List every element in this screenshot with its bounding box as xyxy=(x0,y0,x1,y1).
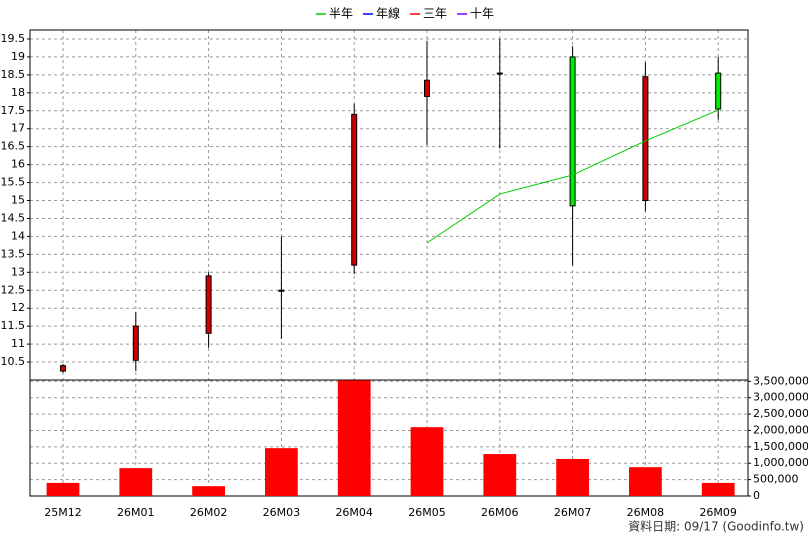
x-tick-label: 26M01 xyxy=(117,506,155,519)
x-tick-label: 26M04 xyxy=(335,506,373,519)
y-tick-label: 13.5 xyxy=(1,247,26,260)
y2-tick-label: 1,500,000 xyxy=(753,440,808,453)
candle-body xyxy=(715,72,722,110)
y2-tick-label: 3,000,000 xyxy=(753,391,808,404)
y2-tick-label: 2,000,000 xyxy=(753,423,808,436)
y-tick-label: 15 xyxy=(11,194,25,207)
x-tick-label: 25M12 xyxy=(44,506,82,519)
y2-tick-label: 1,000,000 xyxy=(753,456,808,469)
y-tick-label: 11 xyxy=(11,337,25,350)
volume-bar xyxy=(46,482,80,496)
plot-frame xyxy=(29,29,749,497)
ma-line xyxy=(426,109,719,244)
y-tick-label: 11.5 xyxy=(1,319,26,332)
legend-label: 年線 xyxy=(376,6,400,21)
candle-body xyxy=(205,275,212,334)
candle-body xyxy=(569,56,576,207)
x-tick-label: 26M06 xyxy=(481,506,519,519)
volume-bar xyxy=(192,486,225,496)
y-tick-label: 16.5 xyxy=(1,140,26,153)
y-tick-label: 10.5 xyxy=(1,355,26,368)
volume-bar xyxy=(483,454,517,496)
y-tick-label: 17 xyxy=(11,122,25,135)
y-tick-label: 18 xyxy=(11,86,25,99)
x-tick-label: 26M08 xyxy=(627,506,665,519)
x-tick-label: 26M02 xyxy=(190,506,228,519)
legend-label: 三年 xyxy=(423,7,447,21)
y-tick-label: 12.5 xyxy=(1,283,26,296)
candle-body xyxy=(278,289,285,292)
y-tick-label: 15.5 xyxy=(1,176,26,189)
y2-tick-label: 500,000 xyxy=(753,473,799,486)
candle-body xyxy=(132,325,139,361)
volume-bar xyxy=(556,458,589,496)
x-tick-label: 26M07 xyxy=(554,506,592,519)
y-tick-label: 17.5 xyxy=(1,104,26,117)
y-tick-label: 18.5 xyxy=(1,68,26,81)
y-tick-label: 14 xyxy=(11,229,25,242)
y2-tick-label: 2,500,000 xyxy=(753,407,808,420)
candle-body xyxy=(642,76,649,202)
volume-bar xyxy=(119,468,153,496)
x-tick-label: 26M05 xyxy=(408,506,446,519)
volume-bar xyxy=(265,448,298,496)
volume-bar xyxy=(337,380,371,496)
volume-bar xyxy=(410,427,444,496)
y-tick-label: 12 xyxy=(11,301,25,314)
y-tick-label: 16 xyxy=(11,158,25,171)
volume-bar xyxy=(701,482,735,496)
y-tick-label: 19.5 xyxy=(1,32,26,45)
x-tick-label: 26M03 xyxy=(263,506,301,519)
candle-body xyxy=(424,79,430,97)
y-tick-label: 19 xyxy=(11,50,25,63)
volume-bar xyxy=(629,467,662,496)
y-tick-label: 14.5 xyxy=(1,211,26,224)
candle-body xyxy=(60,365,66,372)
candle-body xyxy=(351,113,358,266)
y-tick-label: 13 xyxy=(11,265,25,278)
y2-tick-label: 0 xyxy=(753,489,760,502)
candle-body xyxy=(496,72,503,75)
legend-label: 半年 xyxy=(329,7,353,21)
x-tick-label: 26M09 xyxy=(699,506,737,519)
y2-tick-label: 3,500,000 xyxy=(753,374,808,387)
legend-label: 十年 xyxy=(470,7,494,21)
footer: 資料日期: 09/17 (Goodinfo.tw) xyxy=(628,520,804,534)
